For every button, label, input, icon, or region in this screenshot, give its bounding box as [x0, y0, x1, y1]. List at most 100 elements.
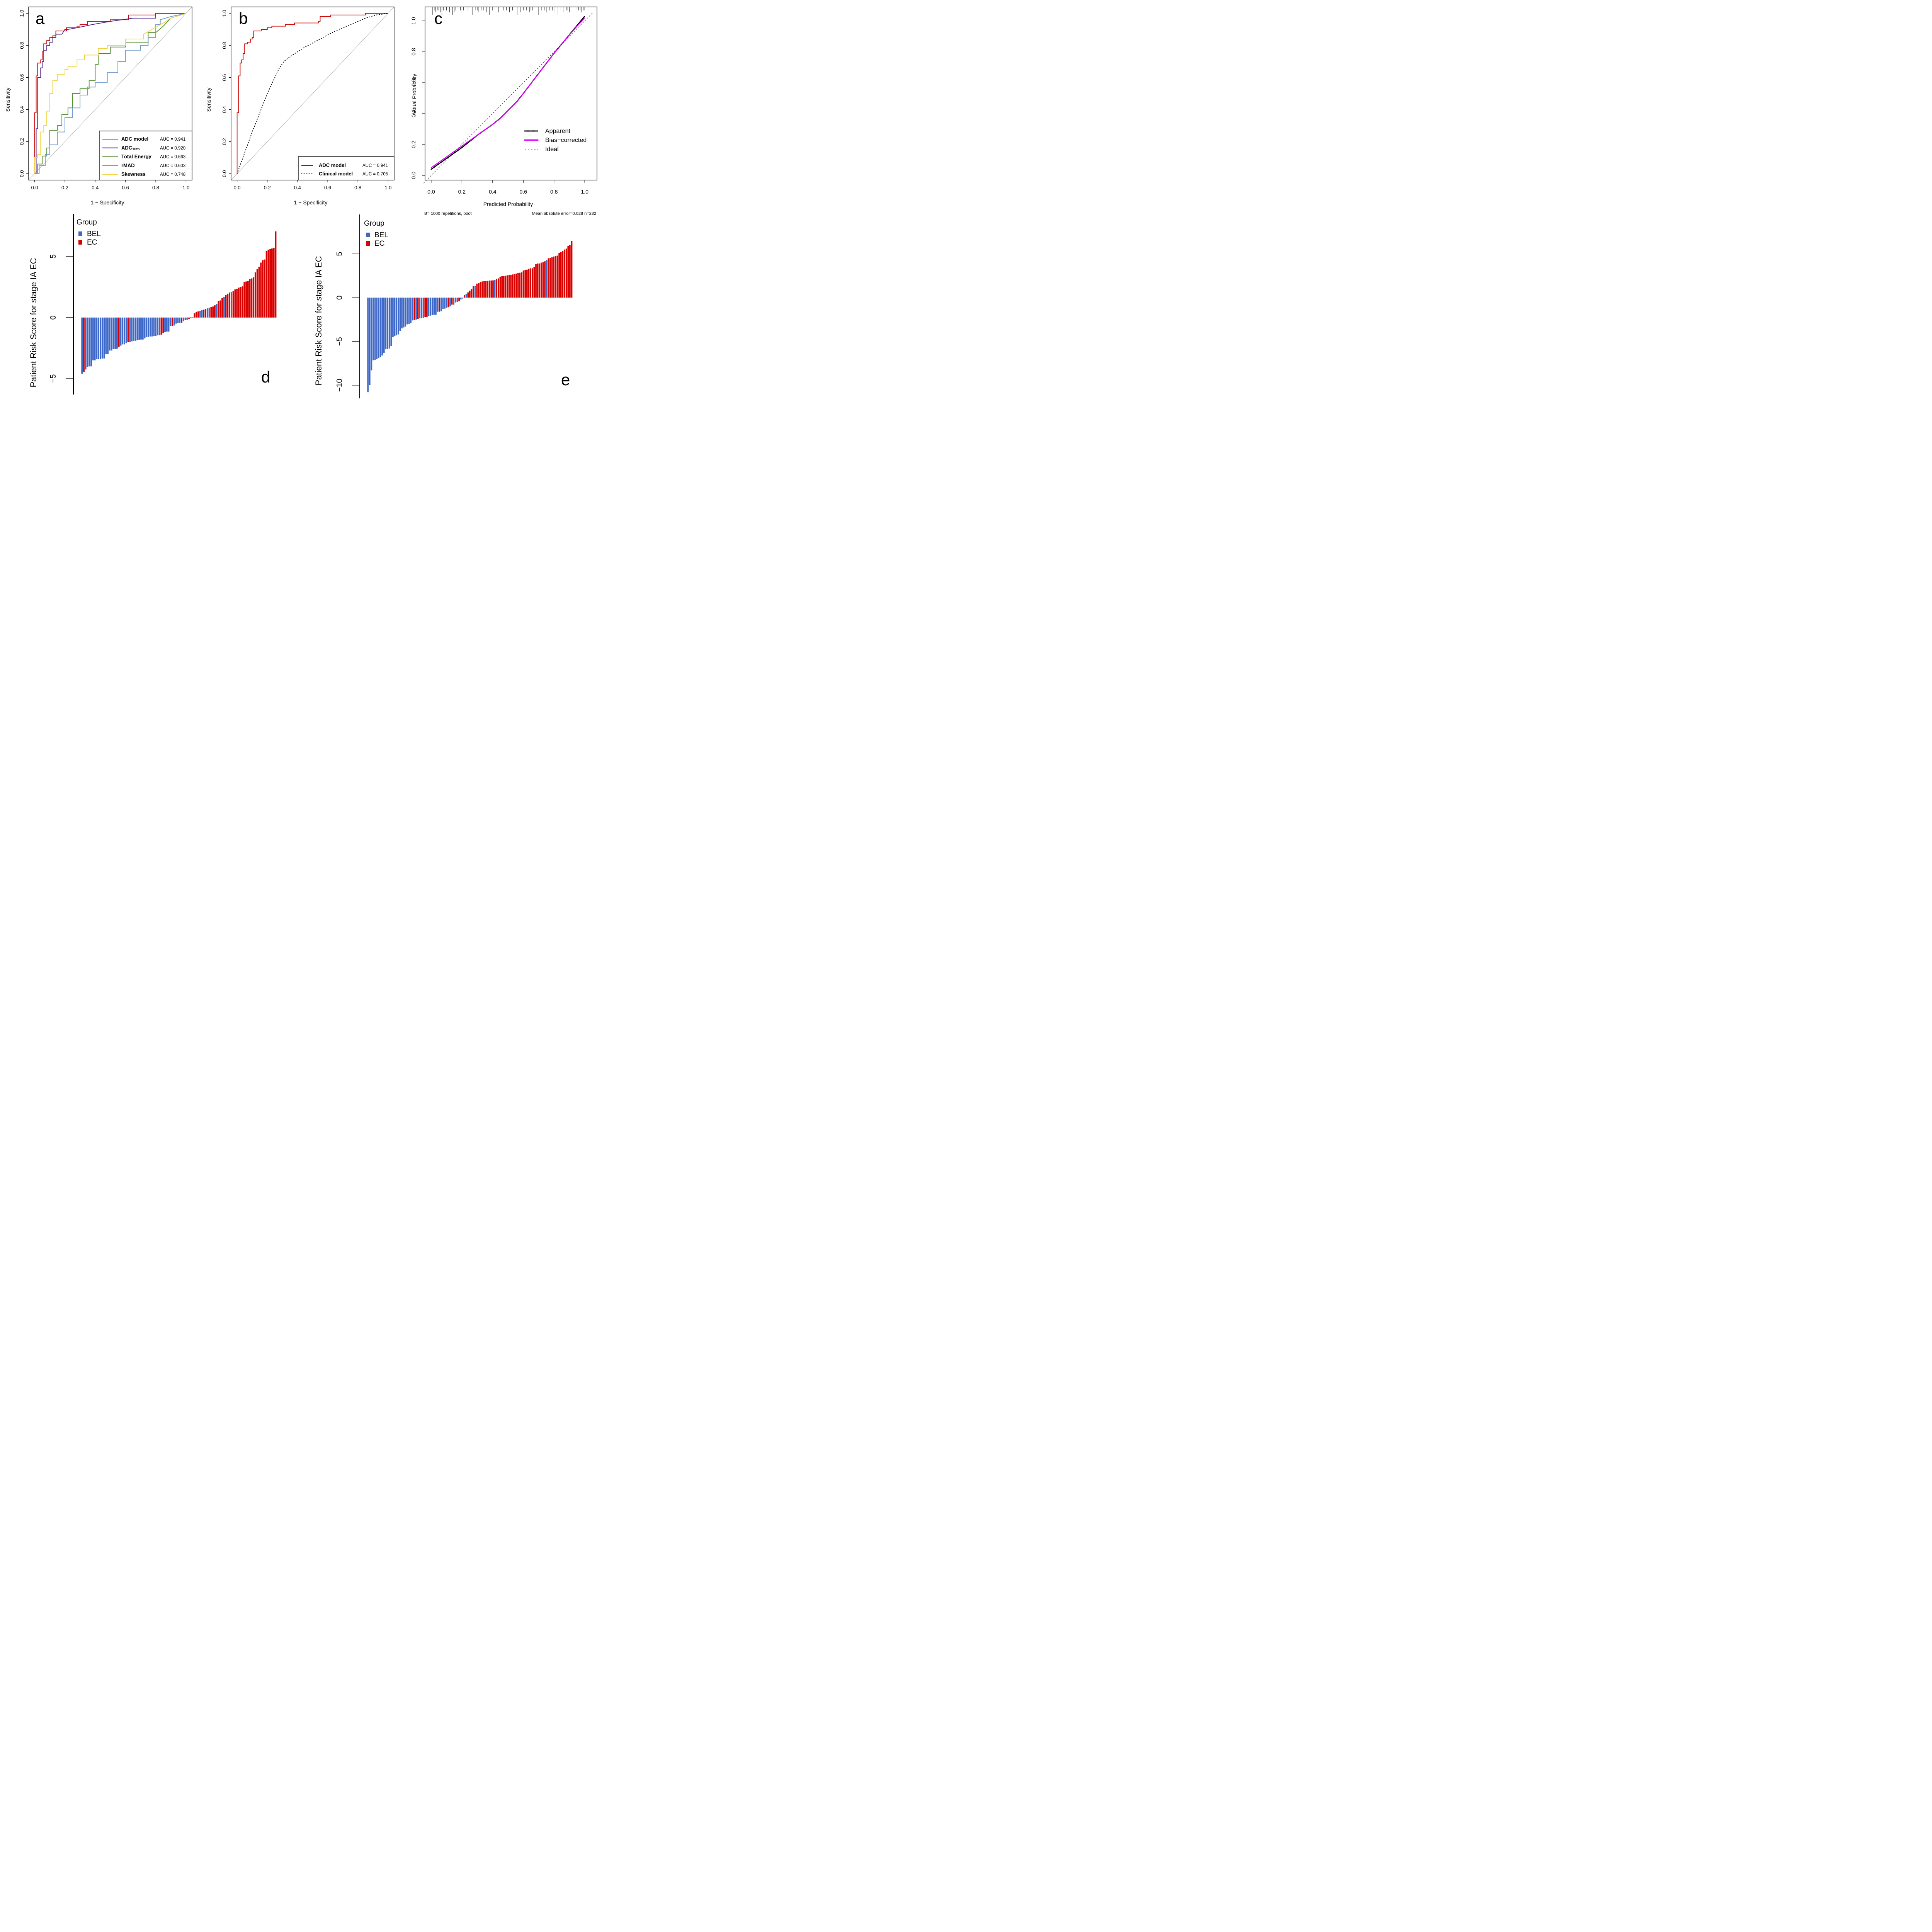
bar-ec — [505, 276, 507, 298]
y-tick-label: 0.0 — [410, 172, 417, 179]
bar-ec — [242, 286, 243, 318]
bar-bel — [133, 317, 134, 341]
bar-ec — [488, 281, 490, 298]
panel-a-roc-chart: 0.0 0.2 0.4 0.6 0.8 1.0 0.0 0.2 0.4 0.6 0.8 1.0 ADC … — [5, 7, 192, 206]
x-tick-label: 1.0 — [384, 185, 391, 190]
bar-bel — [164, 317, 166, 332]
bar-bel — [85, 317, 87, 370]
bar-bel — [208, 308, 210, 318]
x-tick-label: 0.6 — [520, 189, 527, 195]
legend-label: Skewness — [121, 171, 146, 177]
bar-ec — [499, 276, 501, 298]
bar-bel — [120, 317, 122, 346]
bar-bel — [421, 298, 422, 318]
bar-ec — [562, 251, 564, 298]
bar-ec — [227, 294, 229, 318]
bar-bel — [206, 308, 208, 318]
bar-bel — [168, 317, 170, 332]
bar-ec — [496, 279, 498, 298]
legend-label: BEL — [87, 230, 101, 238]
bar-bel — [367, 298, 369, 393]
bar-bel — [430, 298, 431, 316]
legend-swatch-bel — [78, 231, 82, 236]
roc-curve-adc — [34, 13, 186, 174]
bar-ec — [118, 317, 120, 347]
bar-ec — [238, 287, 240, 318]
bar-bel — [87, 317, 88, 367]
bar-bel — [151, 317, 153, 337]
bar-ec — [528, 269, 530, 298]
plot-frame — [425, 7, 597, 180]
bar-ec — [219, 300, 221, 318]
legend-auc-value: AUC = 0.748 — [160, 172, 185, 177]
bar-ec — [490, 280, 492, 298]
panel-letter-a: a — [36, 9, 45, 27]
roc-curve-skewness — [34, 13, 186, 174]
bar-bel — [371, 298, 372, 371]
bar-ec — [218, 301, 219, 318]
calibration-curve-bias-corrected — [431, 17, 585, 168]
y-tick-label: 0.4 — [221, 106, 227, 113]
legend-title-d: Group — [77, 218, 97, 226]
legend-auc-value: AUC = 0.705 — [362, 172, 388, 177]
x-tick-label: 0.2 — [61, 185, 68, 190]
bar-bel — [369, 298, 371, 385]
bar-ec — [196, 312, 197, 318]
bar-ec — [553, 256, 555, 298]
legend-label: ADC model — [319, 162, 346, 168]
bar-bel — [408, 298, 410, 324]
x-tick-label: 1.0 — [581, 189, 588, 195]
bar-ec — [271, 248, 273, 318]
bar-ec — [471, 289, 473, 298]
legend-label: Apparent — [545, 128, 570, 134]
bar-ec — [551, 257, 553, 298]
bar-ec — [232, 291, 234, 318]
bar-bel — [449, 298, 451, 306]
y-tick-label: −5 — [335, 337, 344, 346]
legend-auc-value: AUC = 0.941 — [362, 163, 388, 168]
bar-bel — [173, 317, 175, 326]
x-tick-label: 0.2 — [458, 189, 466, 195]
bar-bel — [146, 317, 148, 337]
bar-bel — [399, 298, 401, 331]
bar-ec — [531, 268, 533, 298]
bar-bel — [140, 317, 142, 340]
bar-bel — [166, 317, 168, 332]
legend-swatch-bel — [366, 233, 370, 237]
bar-ec — [571, 241, 573, 298]
bar-ec — [544, 261, 546, 298]
bar-ec — [567, 246, 569, 298]
bar-ec — [514, 274, 515, 298]
bar-ec — [537, 263, 539, 298]
bar-bel — [136, 317, 138, 340]
bar-ec — [519, 272, 521, 298]
roc-curve-adc-model — [34, 13, 186, 174]
x-axis-label-c: Predicted Probability — [483, 201, 533, 207]
bar-bel — [465, 294, 467, 298]
bar-ec — [188, 317, 190, 319]
bar-ec — [483, 281, 485, 298]
calibration-curve-ideal — [423, 13, 593, 184]
bar-bel — [103, 317, 105, 359]
legend-label: Ideal — [545, 146, 559, 153]
bar-bel — [114, 317, 116, 349]
bar-ec — [565, 248, 567, 298]
bar-bel — [446, 298, 447, 308]
bar-ec — [197, 311, 199, 318]
bar-bel — [129, 317, 131, 342]
y-axis-label-e: Patient Risk Score for stage IA EC — [314, 256, 323, 385]
bar-ec — [249, 279, 251, 318]
bar-bel — [397, 298, 399, 335]
x-axis-label-a: 1 − Specificity — [91, 199, 124, 206]
bar-bel — [100, 317, 101, 359]
bar-ec — [264, 259, 265, 318]
bar-bel — [223, 297, 225, 318]
legend-label-subscript: 10th — [132, 147, 140, 151]
bar-bel — [101, 317, 103, 359]
diagonal-reference-line — [231, 7, 395, 180]
bar-ec — [487, 281, 488, 298]
y-tick-label: 0.0 — [221, 170, 227, 177]
bar-bel — [142, 317, 144, 340]
bar-ec — [501, 276, 503, 298]
bar-bel — [134, 317, 136, 341]
